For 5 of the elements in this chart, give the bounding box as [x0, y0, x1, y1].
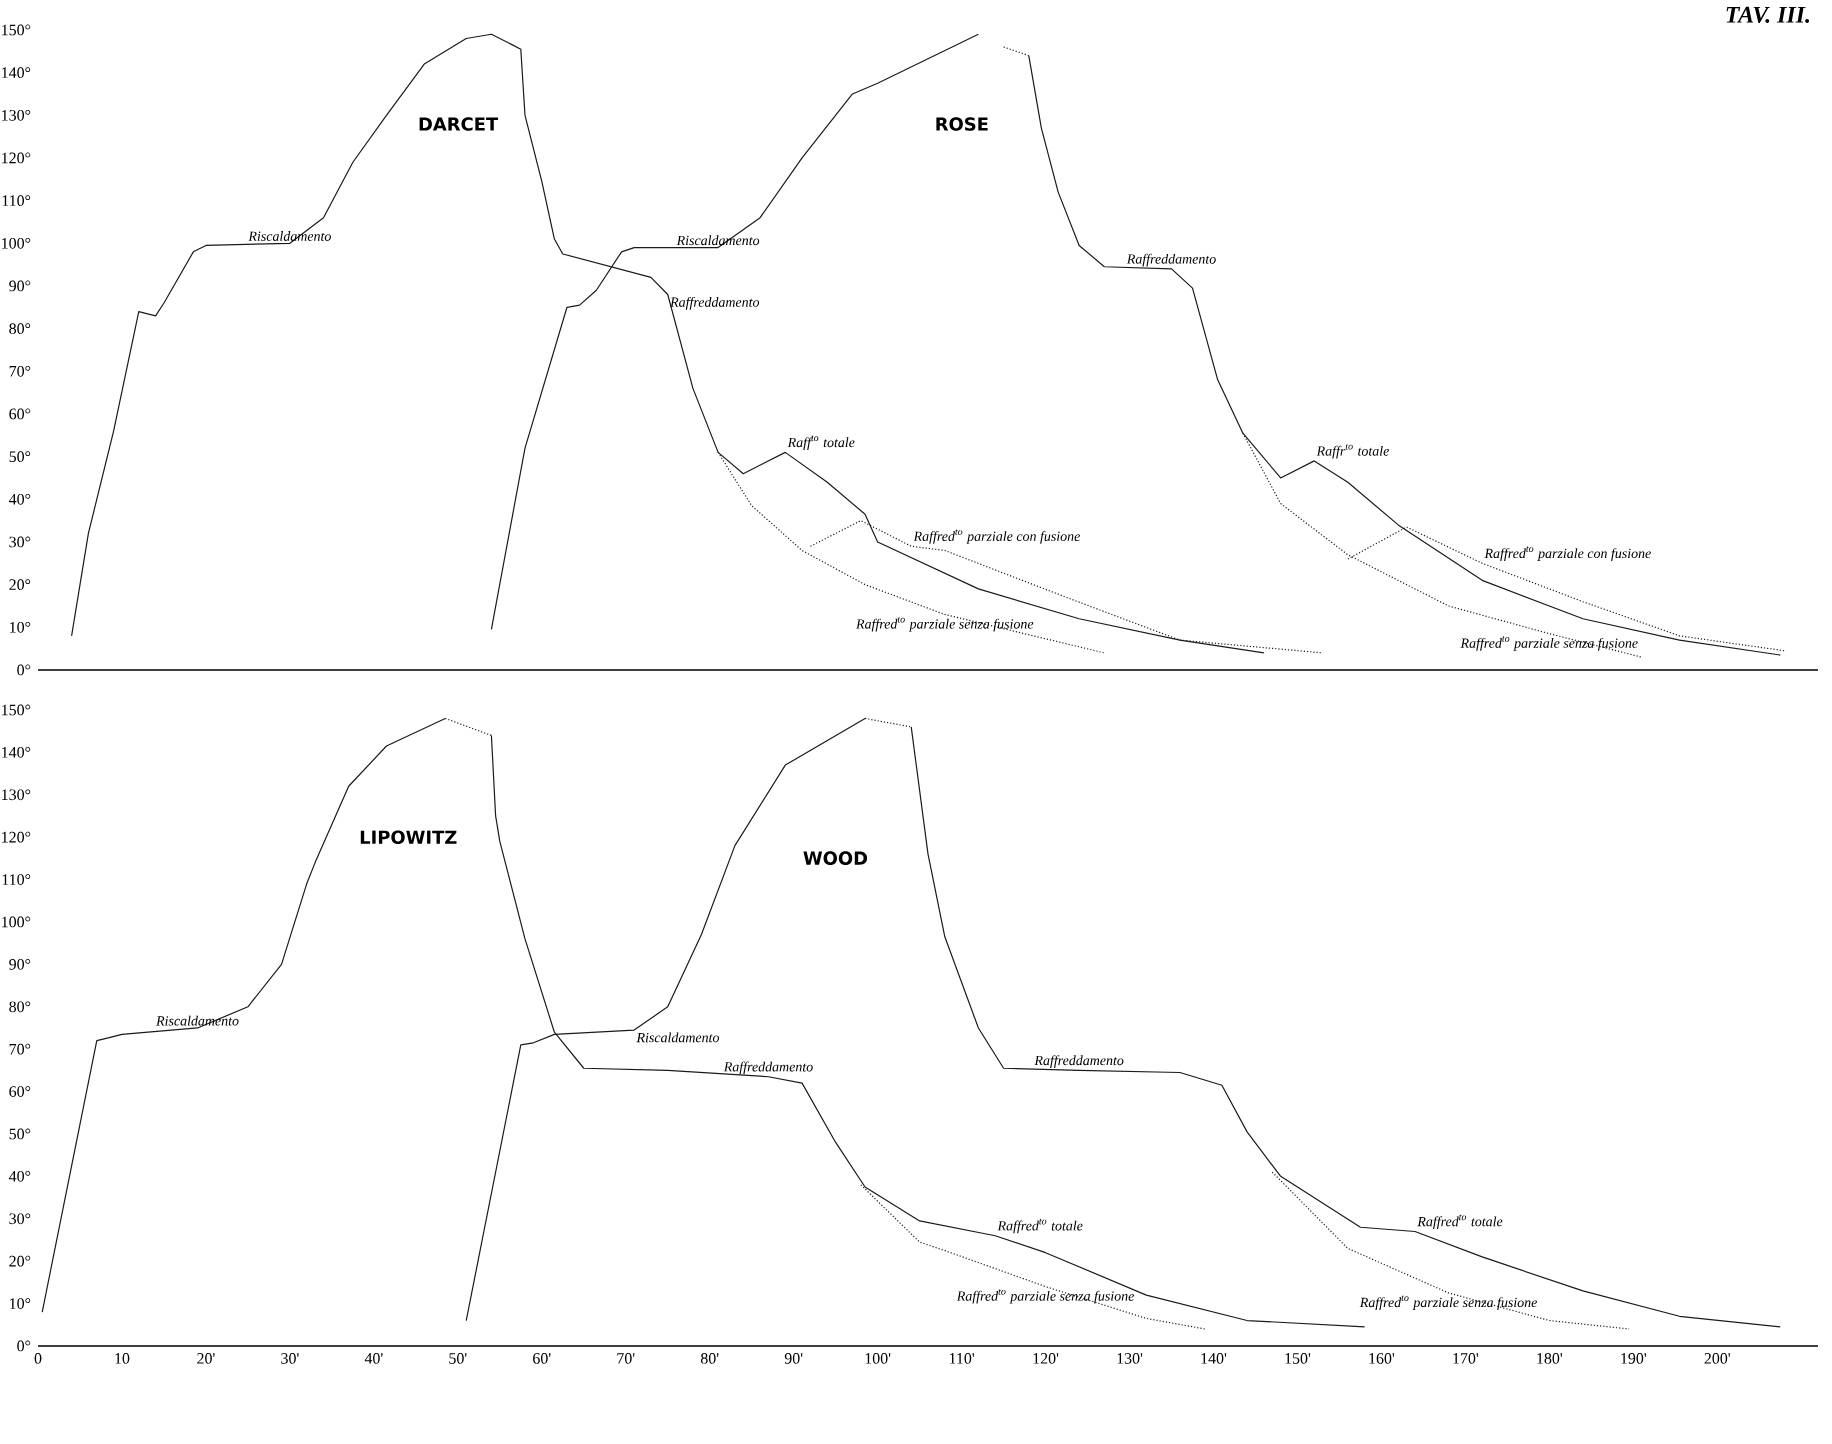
annotation: ROSE	[936, 117, 988, 131]
annotation: DARCET	[419, 117, 499, 131]
annotation: WOOD	[803, 851, 868, 865]
annotation: LIPOWITZ	[360, 830, 457, 844]
chart-title: TAV. III.	[1726, 6, 1810, 23]
